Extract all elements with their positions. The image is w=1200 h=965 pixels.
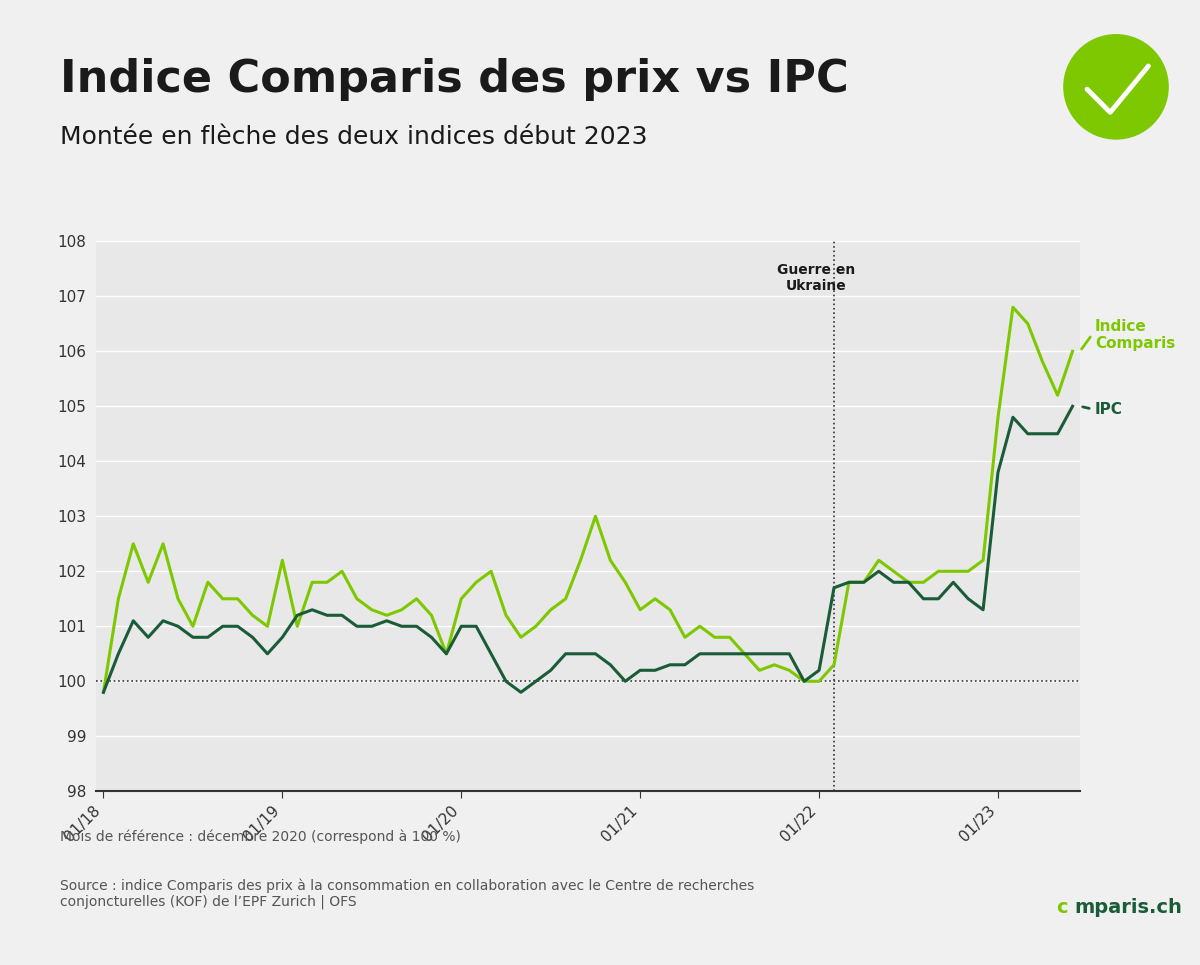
Text: Indice Comparis des prix vs IPC: Indice Comparis des prix vs IPC (60, 58, 848, 101)
Text: IPC: IPC (1094, 401, 1123, 417)
Text: Montée en flèche des deux indices début 2023: Montée en flèche des deux indices début … (60, 125, 648, 150)
Circle shape (1064, 35, 1168, 139)
Text: Guerre en
Ukraine: Guerre en Ukraine (776, 263, 856, 293)
Text: Source : indice Comparis des prix à la consommation en collaboration avec le Cen: Source : indice Comparis des prix à la c… (60, 878, 755, 909)
Text: mparis.ch: mparis.ch (1074, 897, 1182, 917)
Text: c: c (1056, 897, 1068, 917)
Text: Mois de référence : décembre 2020 (correspond à 100 %): Mois de référence : décembre 2020 (corre… (60, 830, 461, 844)
Text: Indice
Comparis: Indice Comparis (1094, 318, 1175, 351)
